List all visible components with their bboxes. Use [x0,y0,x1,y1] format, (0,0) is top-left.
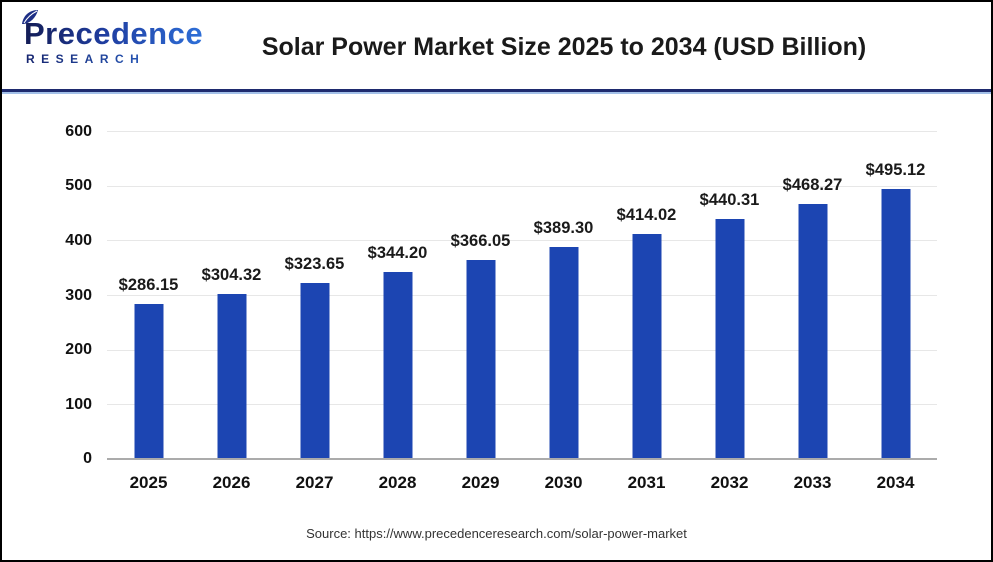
y-tick-label: 100 [65,395,92,413]
x-tick-label: 2025 [129,473,168,492]
y-tick-label: 500 [65,177,92,195]
bar-column: $304.32 2026 [190,132,273,492]
bar [715,219,744,460]
bar [798,204,827,460]
logo-subtitle: RESEARCH [24,52,203,66]
bar-column: $286.15 2025 [107,132,190,492]
x-tick-label: 2029 [461,473,500,492]
gridline: 300 [65,287,937,304]
header-divider-light [2,92,991,94]
bar-value-label: $468.27 [782,176,843,195]
bar-column: $323.65 2027 [273,132,356,492]
bar-value-label: $440.31 [699,191,760,210]
gridline: 500 [65,177,937,194]
bar-column: $344.20 2028 [356,132,439,492]
x-tick-label: 2026 [212,473,251,492]
x-tick-label: 2033 [793,473,832,492]
y-tick-label: 200 [65,341,92,359]
bar [217,293,246,460]
bar-value-label: $366.05 [450,231,511,250]
header-divider-dark [2,89,991,92]
bar-column: $414.02 2031 [605,132,688,492]
bar-value-label: $389.30 [533,219,594,238]
bar-column: $495.12 2034 [854,132,937,492]
x-tick-label: 2034 [876,473,915,492]
header: Precedence RESEARCH Solar Power Market S… [2,2,991,89]
gridline: 200 [65,341,937,358]
bar-column: $440.31 2032 [688,132,771,492]
x-tick-label: 2027 [295,473,334,492]
y-tick-label: 0 [83,450,92,467]
bar-value-label: $304.32 [201,265,262,284]
precedence-research-logo: Precedence RESEARCH [22,10,204,66]
bar [300,283,329,460]
bar [549,247,578,460]
bar [632,233,661,460]
y-tick-label: 600 [65,122,92,140]
bar-value-label: $286.15 [118,275,179,294]
logo-wordmark: Precedence [24,16,204,51]
leaf-icon [21,9,39,30]
bar [881,189,910,460]
bars-row: $286.15 2025 $304.32 2026 $323.65 2027 $344.20… [107,132,937,492]
gridline: 600 [65,123,937,140]
gridline: 100 [65,396,937,413]
bar-value-label: $344.20 [367,243,428,262]
source-note: Source: https://www.precedenceresearch.c… [306,526,687,541]
x-tick-label: 2032 [710,473,749,492]
y-tick-label: 300 [65,286,92,304]
bar [383,271,412,460]
bar-column: $389.30 2030 [522,132,605,492]
y-tick-label: 400 [65,231,92,249]
bar-value-label: $495.12 [865,161,926,180]
plot-area: $286.15 2025 $304.32 2026 $323.65 2027 $344.20… [65,123,937,492]
x-axis-baseline: 0 [83,450,937,467]
bar-value-label: $323.65 [284,255,345,274]
bar-column: $468.27 2033 [771,132,854,492]
bar [466,259,495,460]
bar-column: $366.05 2029 [439,132,522,492]
bar-value-label: $414.02 [616,205,677,224]
x-tick-label: 2030 [544,473,583,492]
chart-title: Solar Power Market Size 2025 to 2034 (US… [261,33,867,61]
x-tick-label: 2031 [627,473,666,492]
bar [134,303,163,460]
gridline: 400 [65,232,937,249]
x-tick-label: 2028 [378,473,417,492]
